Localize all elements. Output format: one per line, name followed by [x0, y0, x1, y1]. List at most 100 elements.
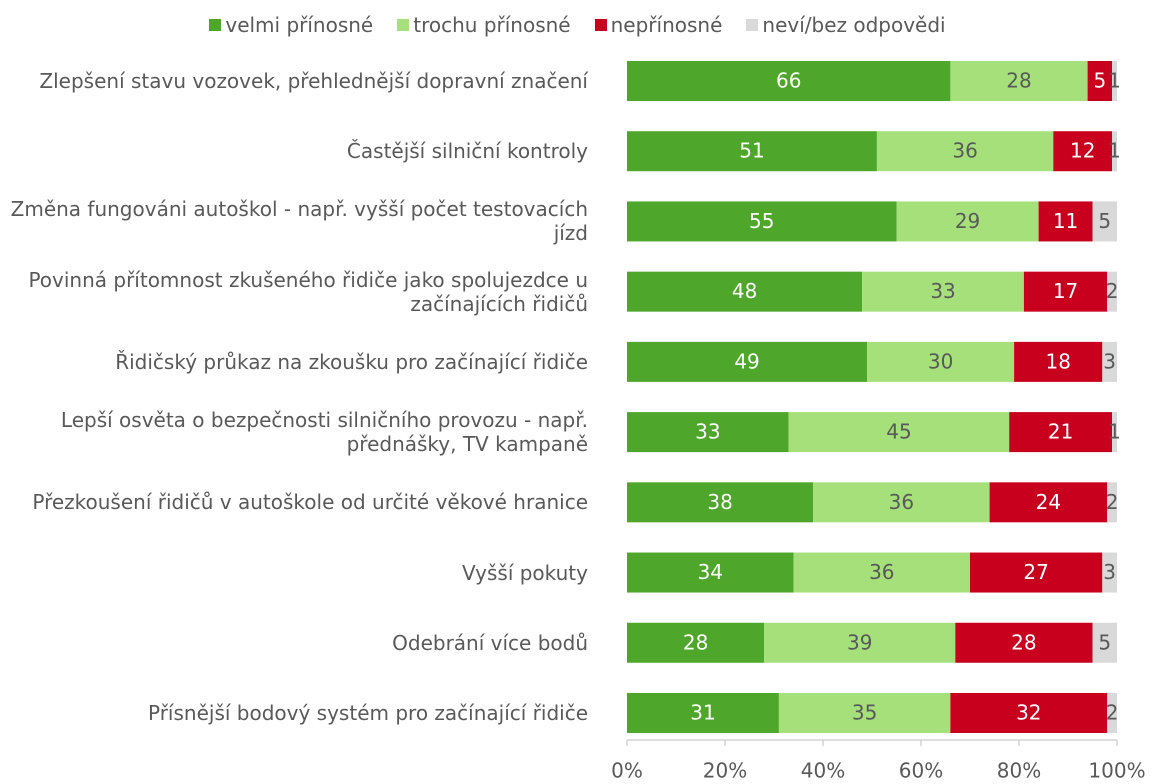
- bar-segment: [793, 552, 970, 593]
- category-label: Zlepšení stavu vozovek, přehlednější dop…: [39, 69, 588, 93]
- category-label: Povinná přítomnost zkušeného řidiče jako…: [28, 267, 588, 316]
- value-label: 36: [869, 560, 894, 584]
- value-label: 18: [1045, 349, 1070, 373]
- value-label: 21: [1048, 420, 1073, 444]
- legend-swatch: [594, 19, 607, 31]
- category-label: Vyšší pokuty: [462, 560, 588, 585]
- legend-swatch: [746, 19, 759, 31]
- value-label: 30: [928, 349, 953, 373]
- value-label: 51: [739, 139, 764, 163]
- bar-segment: [627, 341, 868, 382]
- value-label: 17: [1053, 279, 1078, 303]
- x-tick-label: 20%: [703, 759, 747, 783]
- bar-segment: [627, 412, 789, 453]
- value-label: 5: [1098, 209, 1111, 233]
- value-label: 27: [1023, 560, 1048, 584]
- value-label: 2: [1106, 490, 1119, 514]
- value-label: 28: [1011, 630, 1036, 654]
- bar-segment: [970, 552, 1103, 593]
- value-label: 48: [732, 279, 757, 303]
- category-label: Odebrání více bodů: [392, 630, 588, 655]
- bar-segment: [862, 271, 1024, 312]
- bar-segment: [627, 61, 951, 101]
- bar-segment: [1107, 482, 1117, 523]
- bar-segment: [813, 482, 990, 523]
- value-label: 45: [886, 420, 911, 444]
- bar-segment: [1053, 131, 1113, 172]
- bar-segment: [627, 201, 897, 242]
- bar-segment: [627, 271, 863, 312]
- value-label: 31: [690, 700, 715, 724]
- legend-item: nepřínosné: [594, 10, 723, 40]
- bar-segment: [1038, 201, 1093, 242]
- bar-segment: [627, 131, 877, 172]
- category-label: Řidičský průkaz na zkoušku pro začínajíc…: [115, 349, 588, 374]
- category-label: Přezkoušení řidičů v autoškole od určité…: [32, 490, 588, 515]
- value-label: 5: [1093, 69, 1106, 93]
- value-label: 24: [1036, 490, 1061, 514]
- legend-label: nepřínosné: [610, 13, 723, 37]
- bar-segment: [955, 622, 1093, 663]
- bar-segment: [1023, 271, 1108, 312]
- legend-item: trochu přínosné: [397, 10, 571, 40]
- bar-segment: [778, 692, 951, 733]
- value-label: 33: [930, 279, 955, 303]
- value-label: 36: [952, 139, 977, 163]
- bar-segment: [1112, 412, 1117, 453]
- bar-segment: [867, 341, 1015, 382]
- bar-segment: [627, 552, 794, 593]
- bar-segment: [1102, 552, 1117, 593]
- bar-segment: [1102, 341, 1117, 382]
- bar-segment: [1107, 692, 1117, 733]
- bar-segment: [788, 412, 1010, 453]
- bar-segment: [950, 61, 1088, 101]
- bar-segment: [1092, 201, 1117, 242]
- value-label: 1: [1108, 420, 1121, 444]
- bar-segment: [627, 622, 765, 663]
- value-label: 1: [1108, 139, 1121, 163]
- legend-label: trochu přínosné: [413, 13, 571, 37]
- value-label: 12: [1070, 139, 1095, 163]
- bar-segment: [1087, 61, 1113, 101]
- bar-segment: [764, 622, 956, 663]
- value-label: 3: [1103, 349, 1116, 373]
- value-label: 35: [852, 700, 877, 724]
- bar-segment: [627, 482, 814, 523]
- bar-segment: [1112, 61, 1117, 101]
- legend-item: velmi přínosné: [209, 10, 373, 40]
- value-label: 28: [683, 630, 708, 654]
- bar-segment: [876, 131, 1054, 172]
- legend-swatch: [209, 19, 222, 31]
- legend-swatch: [397, 19, 410, 31]
- value-label: 29: [955, 209, 980, 233]
- bar-segment: [627, 692, 779, 733]
- bar-segment: [1009, 412, 1113, 453]
- value-label: 34: [698, 560, 723, 584]
- legend-item: neví/bez odpovědi: [746, 10, 946, 40]
- x-tick-label: 100%: [1088, 759, 1145, 783]
- legend-label: neví/bez odpovědi: [762, 13, 946, 37]
- value-label: 38: [707, 490, 732, 514]
- category-label: Změna fungováni autoškol - např. vyšší p…: [10, 197, 588, 246]
- bar-segment: [989, 482, 1108, 523]
- value-label: 36: [889, 490, 914, 514]
- value-label: 2: [1106, 700, 1119, 724]
- bar-segment: [1014, 341, 1103, 382]
- x-tick-label: 0%: [611, 759, 643, 783]
- value-label: 66: [776, 69, 801, 93]
- x-tick-label: 80%: [997, 759, 1041, 783]
- value-label: 39: [847, 630, 872, 654]
- value-label: 2: [1106, 279, 1119, 303]
- value-label: 33: [695, 420, 720, 444]
- bar-segment: [896, 201, 1039, 242]
- bar-segment: [1092, 622, 1117, 663]
- value-label: 55: [749, 209, 774, 233]
- category-label: Lepší osvěta o bezpečnosti silničního pr…: [60, 408, 588, 457]
- category-label: Častější silniční kontroly: [346, 139, 588, 164]
- x-tick-label: 60%: [899, 759, 943, 783]
- value-label: 5: [1098, 630, 1111, 654]
- value-label: 11: [1053, 209, 1078, 233]
- value-label: 32: [1016, 700, 1041, 724]
